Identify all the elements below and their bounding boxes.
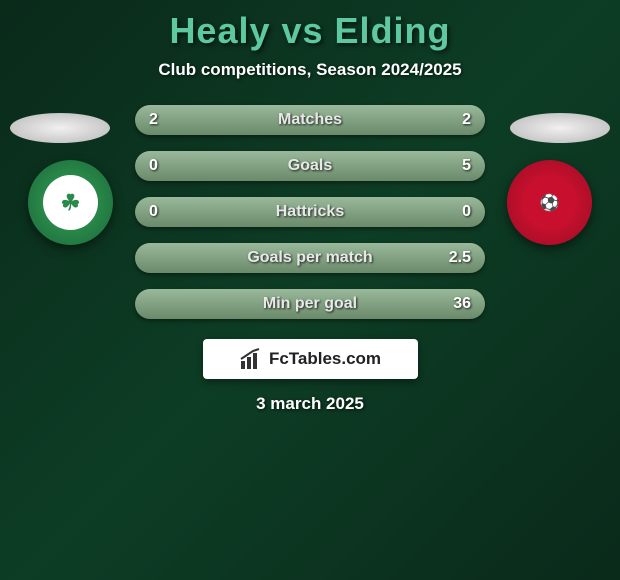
stat-label: Goals	[288, 157, 332, 175]
stat-value-left: 2	[149, 111, 158, 129]
stat-row: Min per goal 36	[120, 289, 500, 319]
comparison-card: Healy vs Elding Club competitions, Seaso…	[0, 0, 620, 424]
stat-row: Matches 2 2	[120, 105, 500, 135]
stat-rows: Matches 2 2 Goals 0 5 Hattricks 0 0 Goals per mat…	[120, 105, 500, 319]
stat-value-right: 0	[462, 203, 471, 221]
stat-value-right: 36	[453, 295, 471, 313]
stat-pill: Goals 0 5	[135, 151, 485, 181]
team-badge-right	[507, 160, 592, 245]
stat-value-right: 2	[462, 111, 471, 129]
chart-icon	[239, 347, 263, 371]
stat-value-left: 0	[149, 157, 158, 175]
stat-label: Hattricks	[276, 203, 344, 221]
page-title: Healy vs Elding	[0, 10, 620, 52]
stat-pill: Hattricks 0 0	[135, 197, 485, 227]
shamrock-badge-icon	[28, 160, 113, 245]
stat-pill: Min per goal 36	[135, 289, 485, 319]
stat-row: Goals per match 2.5	[120, 243, 500, 273]
stat-label: Goals per match	[247, 249, 372, 267]
stat-row: Goals 0 5	[120, 151, 500, 181]
sligo-badge-icon	[507, 160, 592, 245]
stat-value-left: 0	[149, 203, 158, 221]
stat-label: Min per goal	[263, 295, 357, 313]
stat-pill: Goals per match 2.5	[135, 243, 485, 273]
stat-row: Hattricks 0 0	[120, 197, 500, 227]
stat-value-right: 5	[462, 157, 471, 175]
player-silhouette-right	[510, 113, 610, 143]
player-silhouette-left	[10, 113, 110, 143]
stat-pill: Matches 2 2	[135, 105, 485, 135]
date-label: 3 march 2025	[0, 394, 620, 414]
stats-section: Matches 2 2 Goals 0 5 Hattricks 0 0 Goals per mat…	[0, 105, 620, 319]
site-logo: FcTables.com	[203, 339, 418, 379]
team-badge-left	[28, 160, 113, 245]
stat-value-right: 2.5	[449, 249, 471, 267]
stat-label: Matches	[278, 111, 342, 129]
subtitle: Club competitions, Season 2024/2025	[0, 60, 620, 80]
logo-text: FcTables.com	[269, 349, 381, 369]
